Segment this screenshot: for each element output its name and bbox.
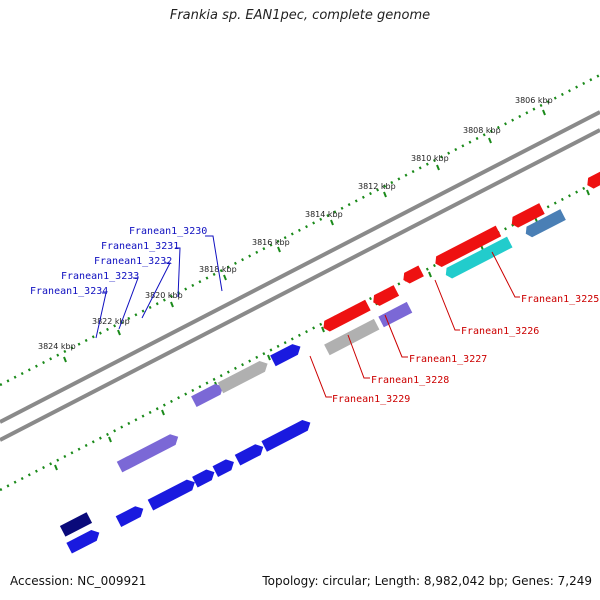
gene-label-3234[interactable]: Franean1_3234	[30, 286, 108, 297]
gene-gray-3230[interactable]	[217, 358, 271, 394]
leader-3228	[347, 334, 370, 379]
tick-label-3816: 3816 kbp	[252, 238, 290, 247]
gene-red-3226[interactable]	[433, 225, 502, 269]
gene-red-3229b[interactable]	[370, 285, 400, 308]
gene-blue-lower-6[interactable]	[234, 442, 266, 466]
tick-label-3822: 3822 kbp	[92, 317, 130, 326]
map-title: Frankia sp. EAN1pec, complete genome	[169, 8, 431, 23]
tick-label-3814: 3814 kbp	[305, 210, 343, 219]
gene-blue-lower-1[interactable]	[66, 527, 102, 554]
gene-purple-3234[interactable]	[116, 431, 181, 473]
genome-stats-text: Topology: circular; Length: 8,982,042 bp…	[262, 574, 592, 588]
backbone-lower	[0, 128, 600, 442]
gene-blue-lower-4[interactable]	[192, 467, 217, 488]
gene-label-3227[interactable]: Franean1_3227	[409, 354, 487, 365]
gene-purple-3228[interactable]	[378, 301, 413, 328]
tick-label-3806: 3806 kbp	[515, 96, 553, 105]
gene-cyan-3226[interactable]	[443, 236, 513, 281]
accession-text: Accession: NC_009921	[10, 574, 147, 588]
gene-blue-lower-5[interactable]	[212, 457, 237, 477]
gene-label-3228[interactable]: Franean1_3228	[371, 375, 449, 386]
gene-red-3227[interactable]	[401, 265, 424, 286]
tick-label-3820: 3820 kbp	[145, 291, 183, 300]
gene-blue-lower-3[interactable]	[147, 477, 198, 511]
gene-label-3232[interactable]: Franean1_3232	[94, 256, 172, 267]
upper-major-ticks	[63, 109, 546, 363]
gene-label-3226[interactable]: Franean1_3226	[461, 326, 539, 337]
leader-3226	[434, 279, 460, 331]
tick-label-3824: 3824 kbp	[38, 342, 76, 351]
gene-red-far[interactable]	[585, 150, 600, 191]
gene-red-3229a[interactable]	[321, 299, 371, 334]
upper-dotted-scale	[0, 73, 600, 387]
leader-3233	[118, 277, 139, 330]
gene-label-3225[interactable]: Franean1_3225	[521, 294, 599, 305]
gene-label-3230[interactable]: Franean1_3230	[129, 226, 207, 237]
lower-dotted-scale	[0, 178, 600, 492]
leader-3232	[141, 262, 171, 319]
gene-label-3231[interactable]: Franean1_3231	[101, 241, 179, 252]
leader-3229	[309, 355, 332, 398]
leader-3234	[95, 292, 107, 339]
leader-3231	[175, 247, 181, 298]
gene-label-3229[interactable]: Franean1_3229	[332, 394, 410, 405]
leader-3230	[205, 235, 223, 292]
tick-label-3812: 3812 kbp	[358, 182, 396, 191]
gene-blue-upper[interactable]	[270, 341, 303, 367]
gene-blue-lower-7[interactable]	[261, 417, 313, 452]
gene-blue-lower-2[interactable]	[115, 503, 146, 527]
tick-label-3808: 3808 kbp	[463, 126, 501, 135]
gene-red-3225[interactable]	[509, 203, 545, 229]
gene-navy-left[interactable]	[59, 512, 93, 537]
leader-3225	[491, 251, 520, 298]
backbone-upper	[0, 110, 600, 424]
gene-purple-3232[interactable]	[191, 381, 226, 408]
tick-label-3810: 3810 kbp	[411, 154, 449, 163]
gene-label-3233[interactable]: Franean1_3233	[61, 271, 139, 282]
gene-steel-3225[interactable]	[523, 209, 566, 239]
leader-3227	[384, 314, 408, 358]
tick-label-3818: 3818 kbp	[199, 265, 237, 274]
gene-gray-3228[interactable]	[324, 318, 380, 356]
